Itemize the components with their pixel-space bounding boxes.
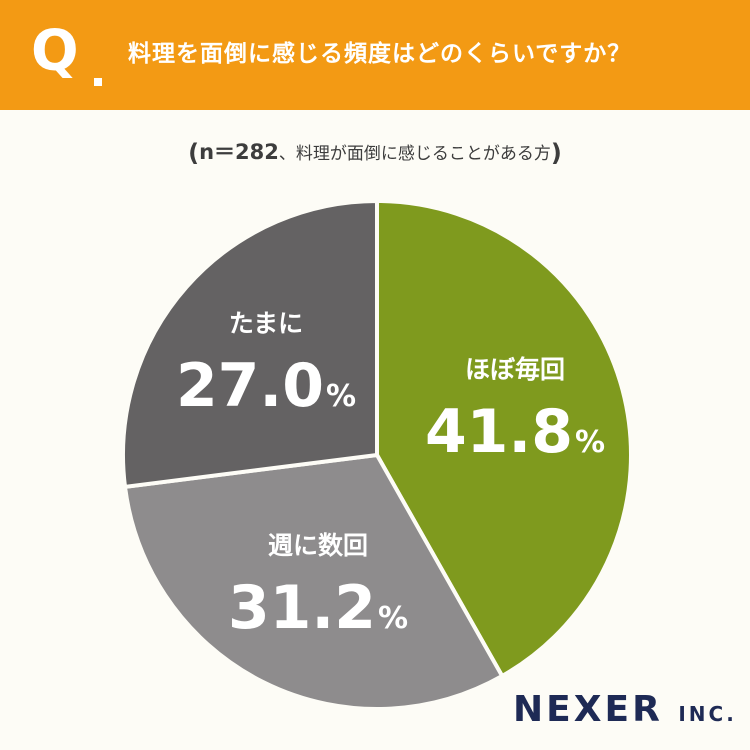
slice-value-3: 27.0% — [176, 351, 356, 421]
slice-value-2: 31.2% — [228, 573, 408, 643]
sample-note-open: ( — [188, 139, 200, 167]
pie-slice-3 — [121, 199, 379, 489]
logo-name: NEXER — [513, 689, 663, 730]
header-bar: Q 料理を面倒に感じる頻度はどのくらいですか？ — [0, 0, 750, 110]
pie-slice-1 — [375, 199, 633, 679]
q-mark: Q — [31, 19, 79, 84]
sample-note-close: ) — [550, 139, 562, 167]
q-dot — [94, 78, 102, 86]
question-title: 料理を面倒に感じる頻度はどのくらいですか？ — [128, 41, 632, 67]
sample-size: n＝282 — [199, 140, 279, 164]
slice-label-3: たまに — [229, 309, 303, 338]
slice-label-2: 週に数回 — [268, 531, 368, 560]
sample-note: (n＝282、料理が面倒に感じることがある方) — [0, 137, 750, 169]
pie-slice-2 — [123, 453, 505, 711]
slice-value-1: 41.8% — [425, 397, 605, 467]
logo-suffix: INC. — [678, 702, 737, 726]
slice-label-1: ほぼ毎回 — [465, 355, 565, 384]
nexer-logo: NEXER INC. — [513, 690, 737, 734]
sample-description: 、料理が面倒に感じることがある方 — [278, 144, 551, 164]
